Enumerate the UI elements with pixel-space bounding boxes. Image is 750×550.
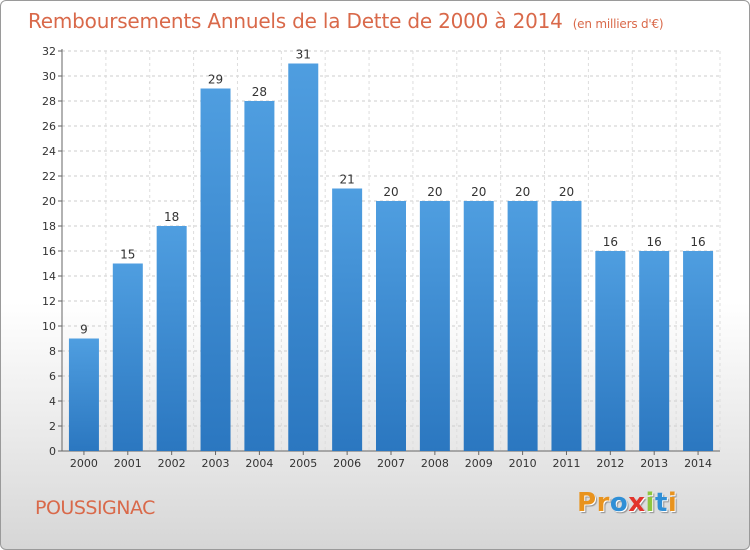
bar-value-label: 18 — [164, 210, 179, 224]
bar-2013 — [639, 251, 670, 451]
bar-2010 — [507, 201, 538, 451]
bar-2002 — [156, 226, 187, 451]
logo-letter: P — [577, 488, 597, 518]
logo-letter: x — [628, 488, 646, 518]
y-tick-label: 2 — [49, 420, 56, 433]
bar-2012 — [595, 251, 626, 451]
x-tick-label: 2009 — [465, 457, 493, 470]
bars — [68, 63, 714, 451]
y-tick-label: 18 — [42, 220, 56, 233]
bar-value-label: 15 — [120, 248, 135, 262]
x-tick-label: 2013 — [640, 457, 668, 470]
y-tick-label: 10 — [42, 320, 56, 333]
y-tick-label: 6 — [49, 370, 56, 383]
x-tick-label: 2014 — [684, 457, 712, 470]
bar-2009 — [463, 201, 494, 451]
y-tick-label: 14 — [42, 270, 56, 283]
bar-2003 — [200, 88, 231, 451]
x-tick-label: 2001 — [114, 457, 142, 470]
bar-2014 — [683, 251, 714, 451]
bar-value-label: 9 — [80, 323, 88, 337]
bar-value-label: 20 — [383, 185, 398, 199]
chart-title-text: Remboursements Annuels de la Dette de 20… — [28, 9, 563, 33]
x-tick-label: 2003 — [202, 457, 230, 470]
logo-letter: i — [667, 488, 678, 518]
proxiti-logo: Proxiti — [577, 488, 677, 518]
labels: 0246810121416182022242628303292000152001… — [42, 45, 712, 470]
x-tick-label: 2006 — [333, 457, 361, 470]
logo-letter: i — [645, 488, 655, 518]
town-name: POUSSIGNAC — [35, 497, 155, 519]
y-tick-label: 20 — [42, 195, 56, 208]
bar-value-label: 20 — [427, 185, 442, 199]
bar-value-label: 20 — [471, 185, 486, 199]
chart-subtitle: (en milliers d'€) — [572, 17, 664, 31]
x-tick-label: 2007 — [377, 457, 405, 470]
x-tick-label: 2011 — [552, 457, 580, 470]
bar-2000 — [68, 338, 99, 451]
x-tick-label: 2002 — [158, 457, 186, 470]
x-tick-label: 2010 — [509, 457, 537, 470]
bar-value-label: 16 — [690, 235, 705, 249]
x-tick-label: 2012 — [596, 457, 624, 470]
y-tick-label: 8 — [49, 345, 56, 358]
x-tick-label: 2004 — [245, 457, 273, 470]
bar-2004 — [244, 101, 275, 451]
y-tick-label: 28 — [42, 95, 56, 108]
y-tick-label: 12 — [42, 295, 56, 308]
y-tick-label: 16 — [42, 245, 56, 258]
x-tick-label: 2005 — [289, 457, 317, 470]
bar-value-label: 20 — [559, 185, 574, 199]
bar-value-label: 20 — [515, 185, 530, 199]
bar-value-label: 16 — [603, 235, 618, 249]
logo-letter: r — [596, 488, 610, 518]
x-tick-label: 2008 — [421, 457, 449, 470]
logo-letter: t — [654, 488, 668, 518]
bar-2008 — [419, 201, 450, 451]
y-tick-label: 24 — [42, 145, 56, 158]
y-tick-label: 0 — [49, 445, 56, 458]
bar-value-label: 16 — [647, 235, 662, 249]
bar-2011 — [551, 201, 582, 451]
y-tick-label: 32 — [42, 45, 56, 58]
bar-value-label: 31 — [296, 48, 311, 62]
bar-value-label: 28 — [252, 85, 267, 99]
chart-title: Remboursements Annuels de la Dette de 20… — [28, 9, 664, 33]
bar-2005 — [288, 63, 319, 451]
y-tick-label: 4 — [49, 395, 56, 408]
bar-value-label: 21 — [339, 173, 354, 187]
bar-2001 — [112, 263, 143, 451]
logo-letter: o — [609, 488, 629, 518]
y-tick-label: 30 — [42, 70, 56, 83]
bar-2007 — [376, 201, 406, 451]
bar-2006 — [332, 188, 363, 451]
y-tick-label: 26 — [42, 120, 56, 133]
x-tick-label: 2000 — [70, 457, 98, 470]
y-tick-label: 22 — [42, 170, 56, 183]
bar-value-label: 29 — [208, 73, 223, 87]
